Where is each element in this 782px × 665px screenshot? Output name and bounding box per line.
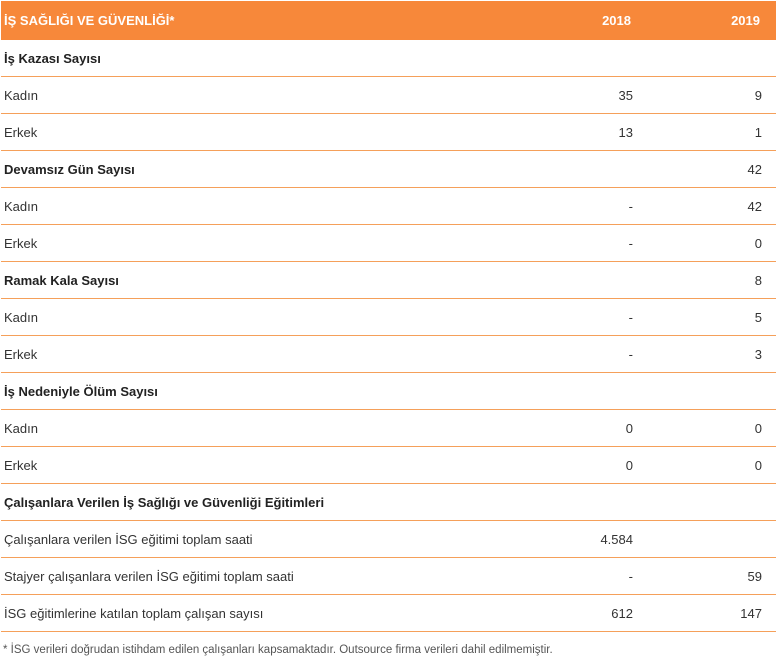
table-row: İSG eğitimlerine katılan toplam çalışan … <box>1 595 776 632</box>
table-row: Kadın - 5 <box>1 299 776 336</box>
section-row: Ramak Kala Sayısı 8 <box>1 262 776 299</box>
value-2019: 0 <box>754 457 762 473</box>
row-label: Erkek <box>4 235 38 251</box>
value-2019: 0 <box>754 420 762 436</box>
value-2018: 13 <box>618 124 633 140</box>
isg-table: İŞ SAĞLIĞI VE GÜVENLİĞİ* 2018 2019 İş Ka… <box>1 1 776 632</box>
value-2019: 59 <box>747 568 762 584</box>
table-row: Kadın 35 9 <box>1 77 776 114</box>
section-title: Devamsız Gün Sayısı <box>4 161 135 177</box>
table-row: Çalışanlara verilen İSG eğitimi toplam s… <box>1 521 776 558</box>
table-body: İş Kazası Sayısı Kadın 35 9 Erkek 13 1 Devamsız… <box>1 40 776 632</box>
row-label: Kadın <box>4 198 38 214</box>
value-2018: 0 <box>625 457 633 473</box>
value-2018: - <box>628 198 633 214</box>
row-label: Çalışanlara verilen İSG eğitimi toplam s… <box>4 531 253 547</box>
value-2018: 4.584 <box>600 531 633 547</box>
table-row: Erkek - 3 <box>1 336 776 373</box>
value-2019: 1 <box>754 124 762 140</box>
section-title: Ramak Kala Sayısı <box>4 272 119 288</box>
section-title: İş Nedeniyle Ölüm Sayısı <box>4 383 158 399</box>
row-label: Erkek <box>4 457 38 473</box>
row-label: Kadın <box>4 420 38 436</box>
section-row: Devamsız Gün Sayısı 42 <box>1 151 776 188</box>
row-label: İSG eğitimlerine katılan toplam çalışan … <box>4 605 264 621</box>
table-header: İŞ SAĞLIĞI VE GÜVENLİĞİ* 2018 2019 <box>1 1 776 40</box>
table-row: Erkek - 0 <box>1 225 776 262</box>
value-2019: 8 <box>754 272 762 288</box>
value-2018: - <box>628 309 633 325</box>
section-row: İş Kazası Sayısı <box>1 40 776 77</box>
value-2019: 9 <box>754 87 762 103</box>
value-2018: - <box>628 568 633 584</box>
column-header-2019: 2019 <box>731 12 760 28</box>
table-title: İŞ SAĞLIĞI VE GÜVENLİĞİ* <box>4 12 175 28</box>
row-label: Kadın <box>4 87 38 103</box>
value-2019: 42 <box>747 198 762 214</box>
section-title: İş Kazası Sayısı <box>4 50 101 66</box>
value-2018: - <box>628 346 633 362</box>
section-title: Çalışanlara Verilen İş Sağlığı ve Güvenl… <box>4 494 325 510</box>
value-2019: 0 <box>754 235 762 251</box>
table-row: Kadın - 42 <box>1 188 776 225</box>
table-row: Erkek 13 1 <box>1 114 776 151</box>
section-row: İş Nedeniyle Ölüm Sayısı <box>1 373 776 410</box>
table-row: Kadın 0 0 <box>1 410 776 447</box>
value-2018: - <box>628 235 633 251</box>
table-row: Stajyer çalışanlara verilen İSG eğitimi … <box>1 558 776 595</box>
row-label: Stajyer çalışanlara verilen İSG eğitimi … <box>4 568 294 584</box>
value-2019: 3 <box>754 346 762 362</box>
value-2018: 0 <box>625 420 633 436</box>
value-2018: 612 <box>611 605 633 621</box>
section-row: Çalışanlara Verilen İş Sağlığı ve Güvenl… <box>1 484 776 521</box>
row-label: Kadın <box>4 309 38 325</box>
value-2018: 35 <box>618 87 633 103</box>
value-2019: 42 <box>747 161 762 177</box>
table-row: Erkek 0 0 <box>1 447 776 484</box>
column-header-2018: 2018 <box>602 12 631 28</box>
value-2019: 147 <box>740 605 762 621</box>
value-2019: 5 <box>754 309 762 325</box>
row-label: Erkek <box>4 124 38 140</box>
footnote: * İSG verileri doğrudan istihdam edilen … <box>3 644 553 656</box>
row-label: Erkek <box>4 346 38 362</box>
